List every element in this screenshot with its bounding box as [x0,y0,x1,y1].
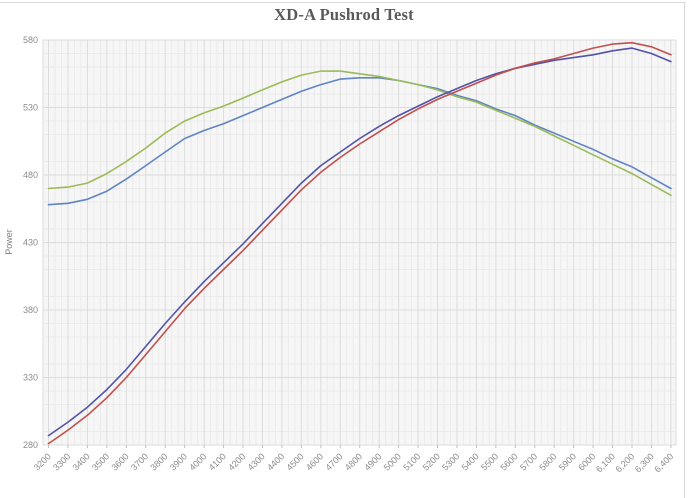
y-tick-label: 530 [23,103,38,113]
x-tick-label: 3200 [32,451,53,472]
x-tick-label: 6,200 [613,451,636,474]
x-tick-label: 3300 [51,451,72,472]
x-tick-label: 5100 [401,451,422,472]
y-tick-label: 280 [23,440,38,450]
y-tick-label: 330 [23,373,38,383]
chart-title: XD-A Pushrod Test [274,5,414,24]
y-tick-label: 430 [23,238,38,248]
x-tick-label: 3800 [148,451,169,472]
y-tick-label: 480 [23,170,38,180]
x-tick-label: 6000 [576,451,597,472]
panel-right-border [684,2,685,498]
x-tick-label: 5500 [479,451,500,472]
x-tick-label: 3900 [168,451,189,472]
x-tick-label: 5300 [440,451,461,472]
x-tick-label: 4400 [265,451,286,472]
x-tick-label: 3500 [90,451,111,472]
series-blue-line[interactable] [47,77,672,206]
panel-top-border [0,2,686,3]
x-tick-label: 4900 [362,451,383,472]
grid-layer [42,39,677,448]
x-tick-label: 4300 [246,451,267,472]
x-tick-label: 4200 [226,451,247,472]
series-green-line[interactable] [47,70,672,197]
x-tick-label: 5200 [421,451,442,472]
x-tick-label: 3700 [129,451,150,472]
x-tick-label: 6,400 [652,451,675,474]
x-tick-label: 5700 [518,451,539,472]
x-tick-label: 3400 [71,451,92,472]
x-tick-label: 5600 [498,451,519,472]
series-red-line[interactable] [47,41,672,445]
x-tick-label: 6,100 [594,451,617,474]
x-tick-label: 5000 [382,451,403,472]
series-navy-line[interactable] [47,47,672,437]
x-tick-label: 4800 [343,451,364,472]
series-layer [47,41,672,445]
x-tick-label: 6,300 [633,451,656,474]
x-tick-label: 3600 [109,451,130,472]
y-tick-label: 380 [23,305,38,315]
x-tick-label: 4000 [187,451,208,472]
x-tick-label: 5400 [460,451,481,472]
x-tick-label: 4700 [323,451,344,472]
x-tick-label: 4600 [304,451,325,472]
x-tick-label: 5800 [537,451,558,472]
x-tick-label: 4100 [207,451,228,472]
x-tick-label: 5900 [557,451,578,472]
x-tick-label: 4500 [285,451,306,472]
y-axis-title: Power [4,229,14,255]
y-tick-label: 580 [23,35,38,45]
